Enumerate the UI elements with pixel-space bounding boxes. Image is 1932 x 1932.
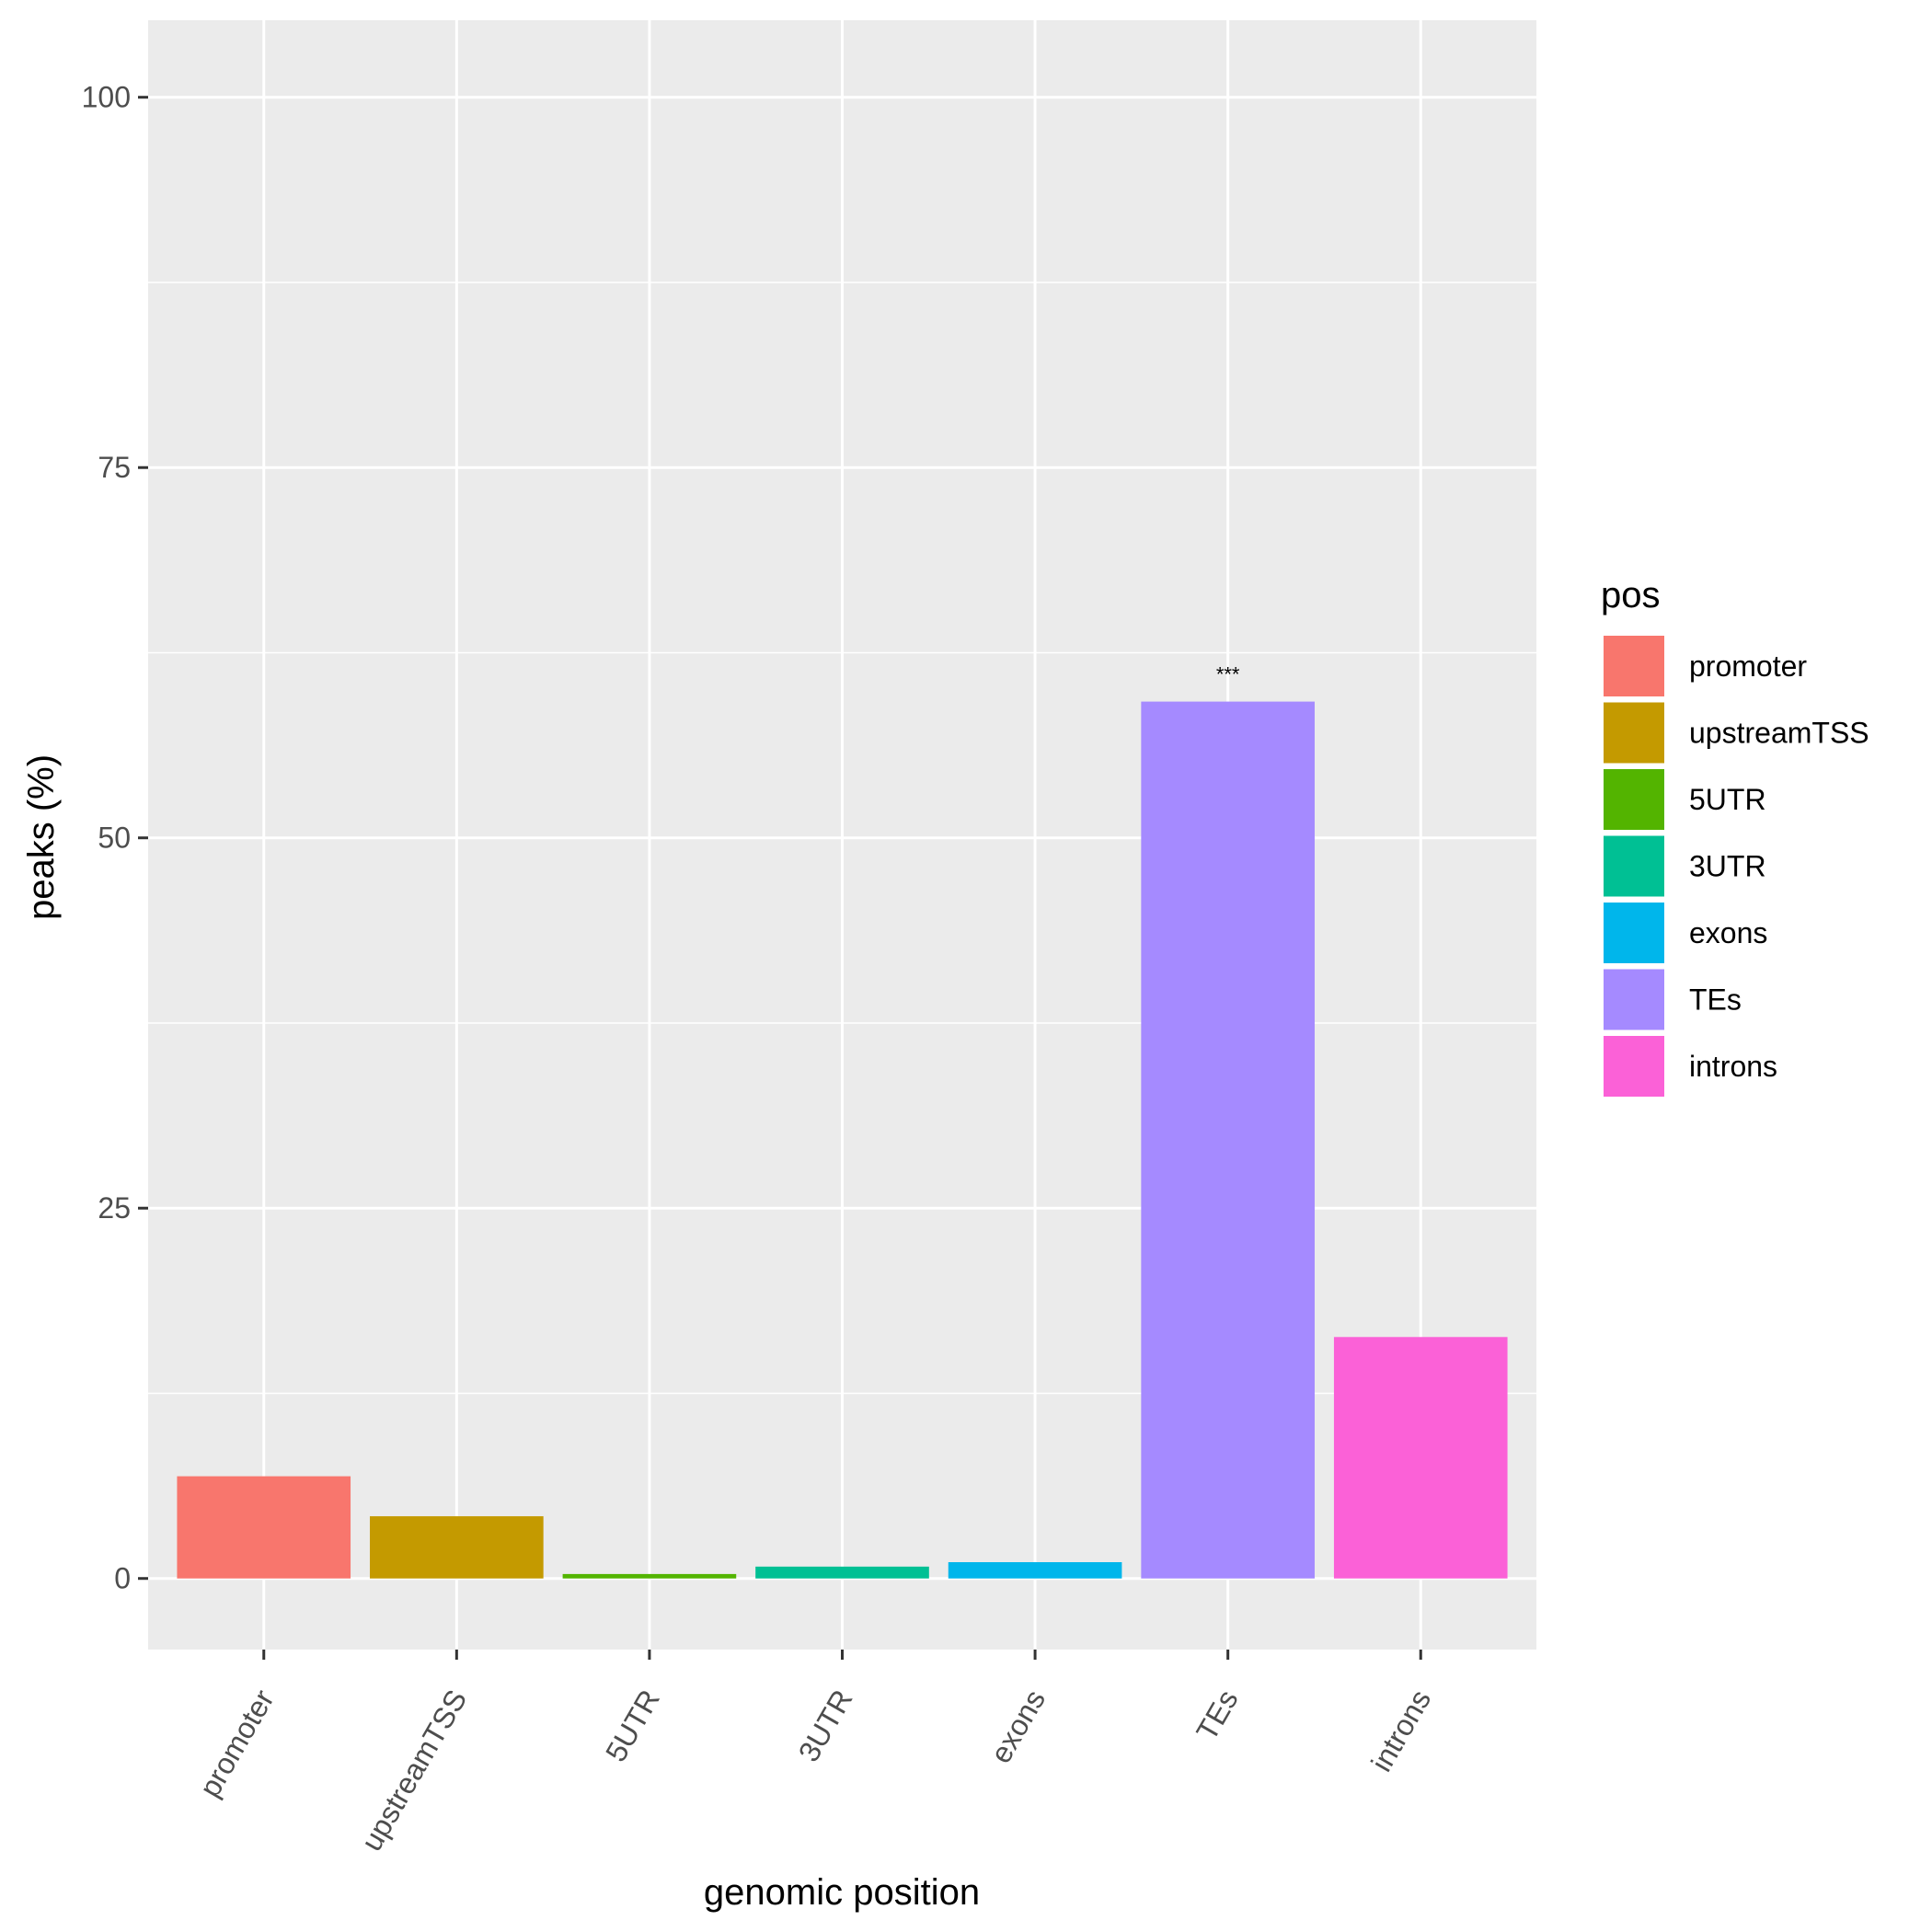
- annotations: ***: [1216, 663, 1240, 686]
- legend: pos promoter upstreamTSS 5UTR 3UTR exons TEs i…: [1601, 575, 1869, 1098]
- legend-key-tes: [1602, 967, 1666, 1032]
- bars: [177, 701, 1508, 1579]
- y-axis-label: peaks (%): [21, 754, 62, 920]
- legend-label: 3UTR: [1689, 850, 1766, 883]
- x-axis-label: genomic position: [704, 1872, 980, 1913]
- bar-exons: [948, 1562, 1122, 1579]
- bar-promoter: [177, 1476, 351, 1579]
- legend-key-5utr: [1602, 767, 1666, 832]
- legend-key-upstreamtss: [1602, 700, 1666, 765]
- legend-label: promoter: [1689, 650, 1807, 683]
- legend-items: promoter upstreamTSS 5UTR 3UTR exons TEs intro…: [1602, 634, 1869, 1098]
- legend-label: exons: [1689, 916, 1767, 949]
- y-tick-label: 0: [114, 1562, 131, 1595]
- legend-key-introns: [1602, 1034, 1666, 1098]
- y-tick-label: 50: [98, 822, 131, 855]
- legend-label: upstreamTSS: [1689, 717, 1869, 750]
- bar-3utr: [755, 1566, 929, 1579]
- y-tick-label: 100: [82, 81, 131, 114]
- legend-label: 5UTR: [1689, 783, 1766, 816]
- bar-tes: [1141, 701, 1315, 1579]
- legend-key-3utr: [1602, 834, 1666, 899]
- y-tick-label: 25: [98, 1191, 131, 1225]
- legend-label: introns: [1689, 1050, 1777, 1083]
- legend-label: TEs: [1689, 983, 1742, 1017]
- legend-title: pos: [1601, 575, 1661, 615]
- legend-key-promoter: [1602, 634, 1666, 698]
- bar-introns: [1333, 1337, 1508, 1579]
- y-tick-label: 75: [98, 451, 131, 484]
- bar-upstreamtss: [370, 1516, 544, 1579]
- bar-5utr: [562, 1573, 737, 1579]
- significance-annotation: ***: [1216, 663, 1240, 686]
- legend-key-exons: [1602, 901, 1666, 965]
- y-axis: 0 25 50 75 100: [82, 81, 148, 1595]
